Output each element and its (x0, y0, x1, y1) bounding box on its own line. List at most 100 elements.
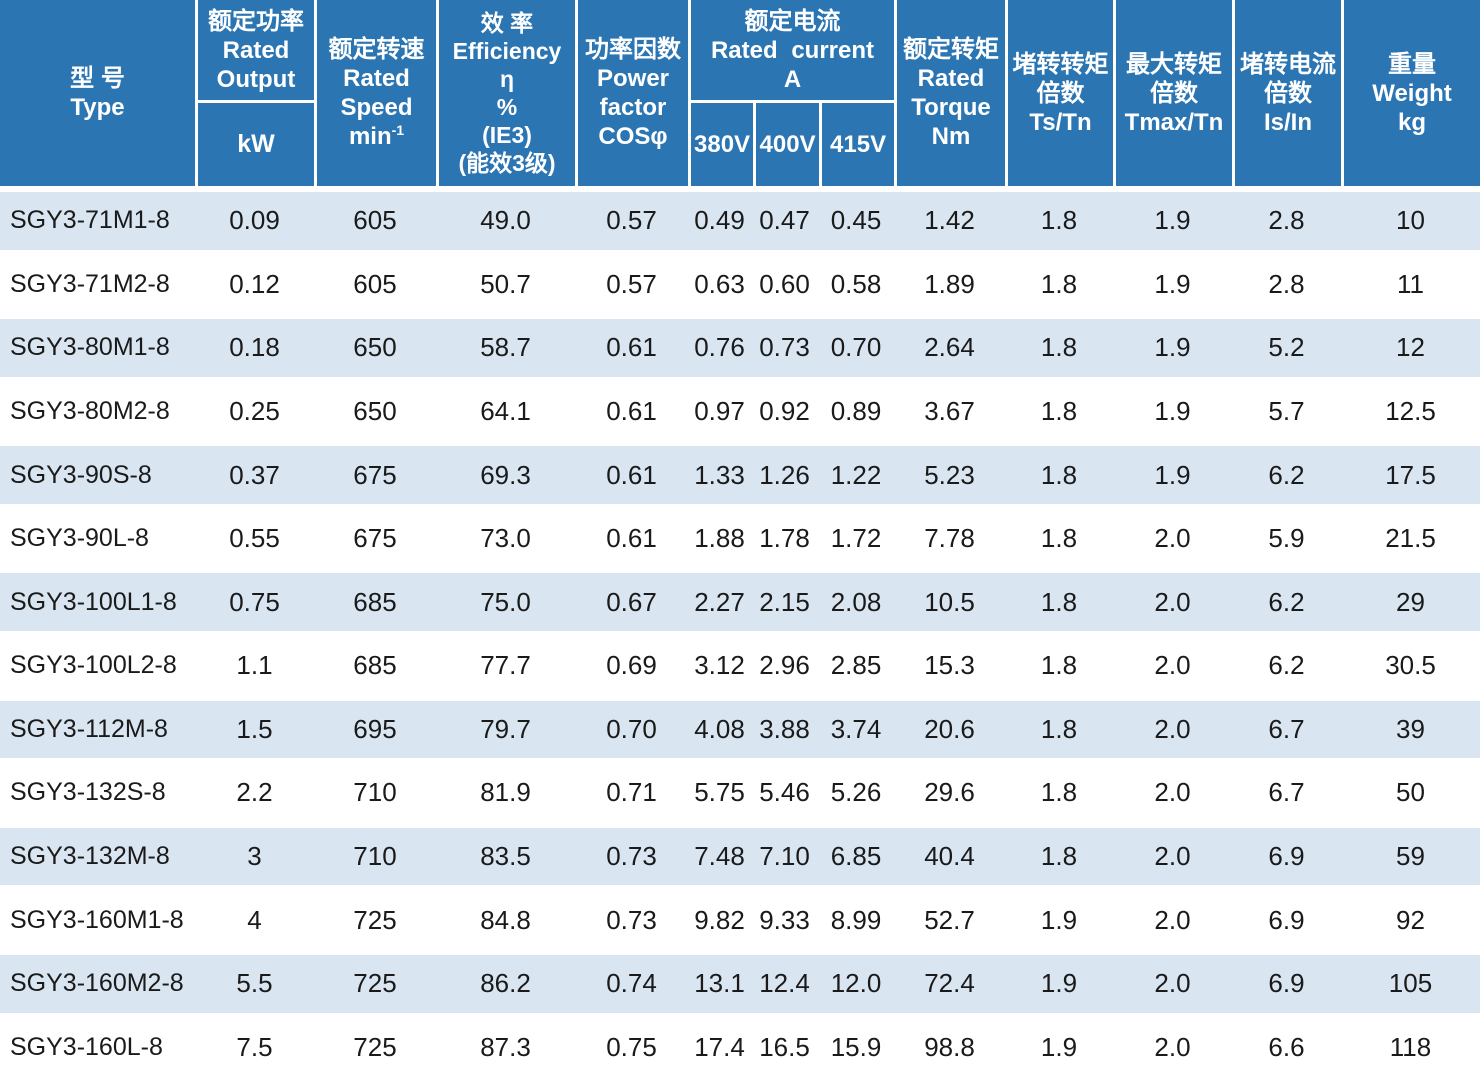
cell-tmax-tn: 2.0 (1154, 1031, 1191, 1062)
col-header-type-en: Type (70, 94, 125, 121)
col-header-rated-output: 额定功率 Rated Output kW (195, 0, 314, 186)
cell-current-415v: 0.45 (830, 205, 882, 236)
table-row: SGY3-100L2-8 1.1 685 77.7 0.69 3.12 2.96… (0, 637, 1480, 695)
cell-current-400v: 5.46 (759, 777, 810, 808)
cell-weight: 12 (1396, 332, 1425, 363)
cell-weight: 50 (1396, 777, 1425, 808)
cell-rated-output: 5.5 (236, 968, 273, 999)
cell-rated-speed: 695 (353, 713, 397, 744)
cell-rated-speed: 725 (353, 968, 397, 999)
cell-current-415v: 0.58 (830, 268, 882, 299)
cell-current-380v: 5.75 (694, 777, 745, 808)
cell-tmax-tn: 1.9 (1154, 396, 1191, 427)
cell-rated-output: 2.2 (236, 777, 273, 808)
cell-tmax-tn: 2.0 (1154, 586, 1191, 617)
cell-tmax-tn: 2.0 (1154, 968, 1191, 999)
cell-ts-tn: 1.8 (1040, 650, 1078, 681)
cell-ts-tn: 1.8 (1040, 523, 1078, 554)
table-row: SGY3-132S-8 2.2 710 81.9 0.71 5.75 5.46 … (0, 764, 1480, 822)
cell-tmax-tn: 2.0 (1154, 650, 1191, 681)
cell-weight: 59 (1396, 841, 1425, 872)
cell-power-factor: 0.71 (606, 777, 657, 808)
cell-is-in: 5.7 (1268, 396, 1305, 427)
cell-rated-torque: 20.6 (924, 713, 975, 744)
cell-current-400v: 0.73 (759, 332, 810, 363)
cell-efficiency: 87.3 (480, 1031, 531, 1062)
cell-tmax-tn: 2.0 (1154, 904, 1191, 935)
cell-current-380v: 0.76 (694, 332, 745, 363)
cell-weight: 17.5 (1385, 459, 1436, 490)
cell-weight: 10 (1396, 205, 1425, 236)
cell-power-factor: 0.70 (606, 713, 657, 744)
cell-power-factor: 0.74 (606, 968, 657, 999)
table-row: SGY3-71M1-8 0.09 605 49.0 0.57 0.49 0.47… (0, 186, 1480, 256)
cell-rated-speed: 725 (353, 1031, 397, 1062)
cell-rated-output: 0.37 (229, 459, 280, 490)
cell-type: SGY3-100L2-8 (10, 651, 177, 680)
cell-power-factor: 0.61 (606, 459, 657, 490)
cell-type: SGY3-90S-8 (10, 460, 152, 489)
cell-efficiency: 50.7 (480, 268, 531, 299)
cell-current-400v: 16.5 (759, 1031, 810, 1062)
cell-current-380v: 0.97 (694, 396, 745, 427)
cell-current-380v: 17.4 (694, 1031, 745, 1062)
cell-current-415v: 0.89 (830, 396, 882, 427)
cell-rated-speed: 675 (353, 459, 397, 490)
cell-rated-speed: 650 (353, 332, 397, 363)
cell-is-in: 2.8 (1268, 205, 1305, 236)
cell-rated-output: 0.25 (229, 396, 280, 427)
cell-rated-torque: 10.5 (924, 586, 975, 617)
cell-current-400v: 7.10 (759, 841, 810, 872)
cell-current-400v: 0.92 (759, 396, 810, 427)
cell-is-in: 6.2 (1268, 459, 1305, 490)
cell-current-380v: 9.82 (694, 904, 745, 935)
cell-ts-tn: 1.8 (1040, 586, 1078, 617)
col-header-is-in: 堵转电流 倍数 Is/In (1232, 0, 1341, 186)
table-row: SGY3-90S-8 0.37 675 69.3 0.61 1.33 1.26 … (0, 440, 1480, 510)
cell-rated-speed: 605 (353, 205, 397, 236)
cell-rated-output: 7.5 (236, 1031, 273, 1062)
col-header-weight: 重量 Weight kg (1341, 0, 1480, 186)
cell-rated-torque: 98.8 (924, 1031, 975, 1062)
cell-rated-output: 0.75 (229, 586, 280, 617)
cell-is-in: 6.2 (1268, 650, 1305, 681)
cell-efficiency: 77.7 (480, 650, 531, 681)
cell-weight: 21.5 (1385, 523, 1436, 554)
cell-efficiency: 75.0 (480, 586, 531, 617)
cell-is-in: 5.9 (1268, 523, 1305, 554)
cell-type: SGY3-80M2-8 (10, 397, 170, 426)
cell-current-415v: 2.08 (830, 586, 882, 617)
cell-tmax-tn: 2.0 (1154, 713, 1191, 744)
cell-type: SGY3-71M2-8 (10, 269, 170, 298)
cell-rated-output: 3 (247, 841, 262, 872)
col-header-power-factor: 功率因数 Power factor COSφ (575, 0, 688, 186)
cell-power-factor: 0.57 (606, 268, 657, 299)
cell-current-400v: 12.4 (759, 968, 810, 999)
cell-type: SGY3-132S-8 (10, 778, 166, 807)
cell-weight: 118 (1389, 1031, 1432, 1062)
cell-rated-output: 0.18 (229, 332, 280, 363)
cell-efficiency: 58.7 (480, 332, 531, 363)
cell-power-factor: 0.75 (606, 1031, 657, 1062)
cell-rated-output: 4 (247, 904, 262, 935)
cell-current-380v: 13.1 (694, 968, 745, 999)
cell-weight: 92 (1396, 904, 1425, 935)
cell-ts-tn: 1.9 (1040, 1031, 1078, 1062)
cell-rated-speed: 710 (353, 841, 397, 872)
cell-rated-output: 1.1 (236, 650, 273, 681)
cell-efficiency: 81.9 (480, 777, 531, 808)
cell-rated-torque: 52.7 (924, 904, 975, 935)
cell-ts-tn: 1.8 (1040, 332, 1078, 363)
cell-weight: 12.5 (1385, 396, 1436, 427)
cell-is-in: 6.9 (1268, 968, 1305, 999)
cell-current-380v: 2.27 (694, 586, 745, 617)
table-row: SGY3-80M1-8 0.18 650 58.7 0.61 0.76 0.73… (0, 313, 1480, 383)
col-header-efficiency: 效 率 Efficiency η % (IE3) (能效3级) (436, 0, 575, 186)
cell-rated-speed: 685 (353, 586, 397, 617)
cell-efficiency: 84.8 (480, 904, 531, 935)
cell-current-415v: 0.70 (830, 332, 882, 363)
table-body: SGY3-71M1-8 0.09 605 49.0 0.57 0.49 0.47… (0, 186, 1480, 1076)
cell-ts-tn: 1.9 (1040, 968, 1078, 999)
cell-current-415v: 6.85 (830, 841, 882, 872)
cell-efficiency: 86.2 (480, 968, 531, 999)
